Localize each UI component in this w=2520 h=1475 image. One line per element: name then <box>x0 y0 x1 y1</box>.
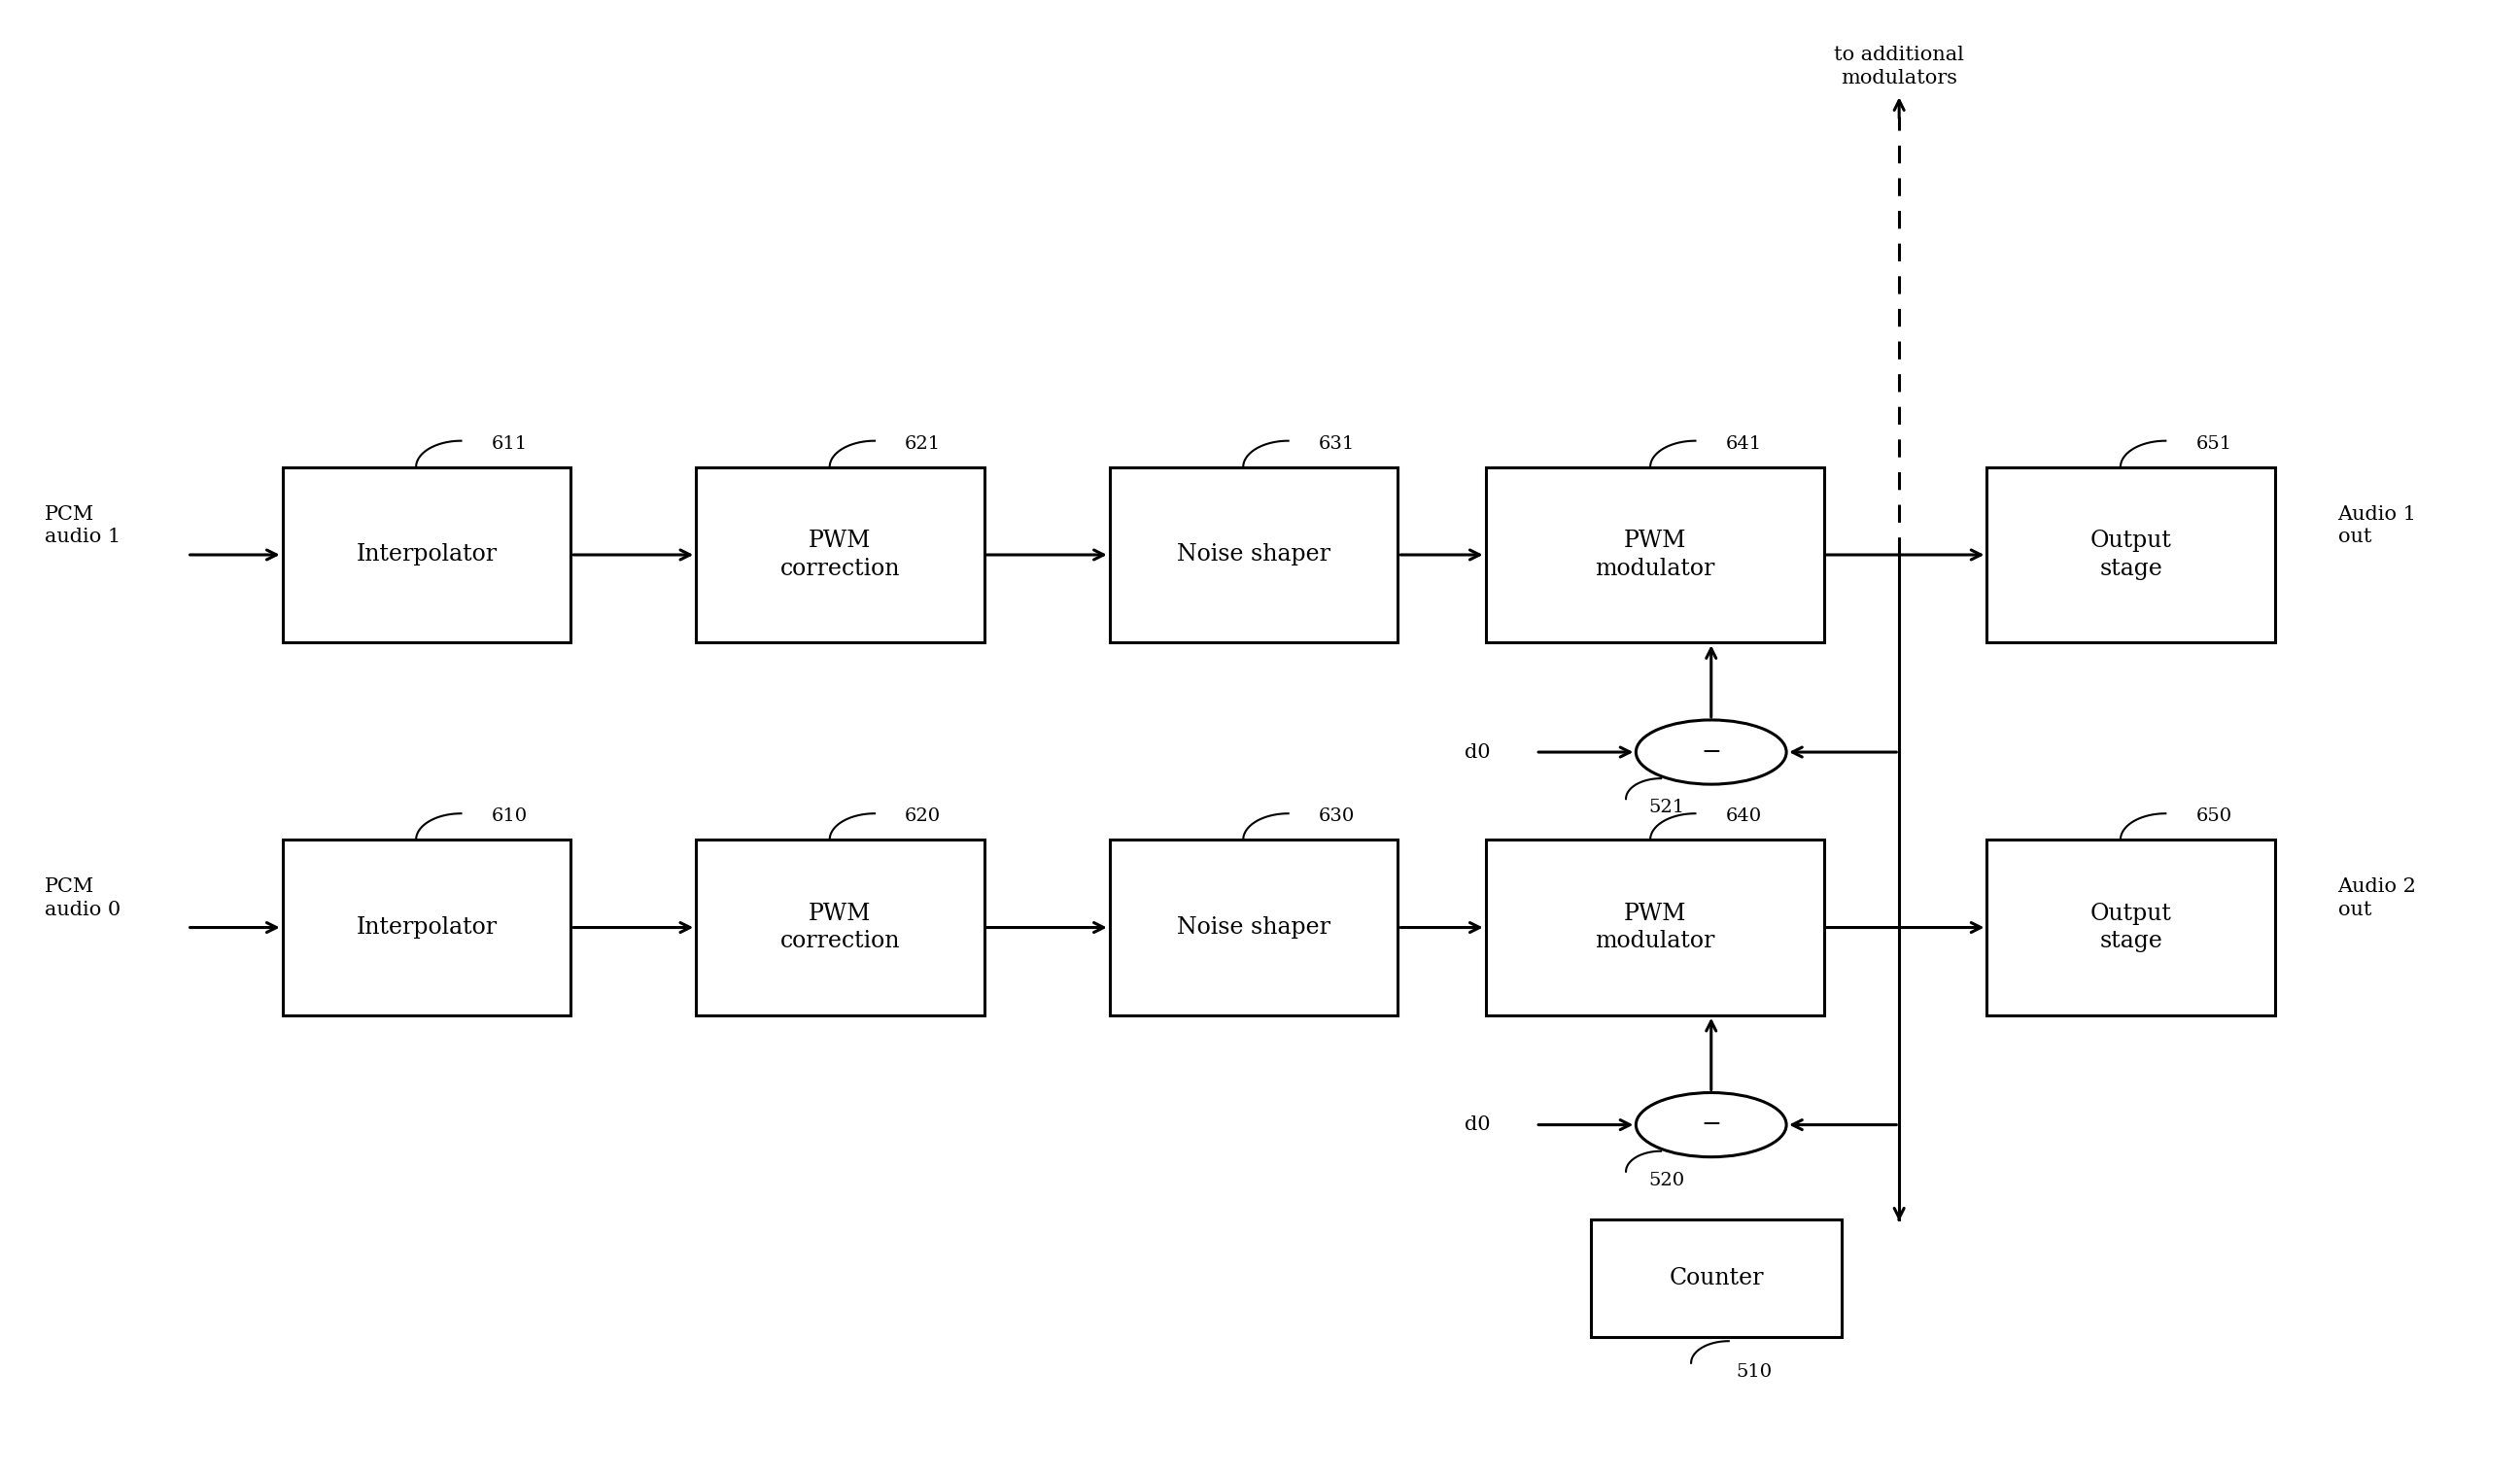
Text: 620: 620 <box>905 808 940 825</box>
Text: d0: d0 <box>1464 1115 1492 1134</box>
Text: to additional
modulators: to additional modulators <box>1835 46 1963 87</box>
Text: Noise shaper: Noise shaper <box>1177 544 1331 566</box>
Text: 520: 520 <box>1648 1171 1683 1189</box>
Text: 611: 611 <box>491 435 527 453</box>
Text: PCM
audio 1: PCM audio 1 <box>45 504 121 546</box>
Bar <box>1109 839 1399 1015</box>
Bar <box>1487 839 1824 1015</box>
Bar <box>1986 468 2276 643</box>
Text: PWM
modulator: PWM modulator <box>1595 903 1714 953</box>
Text: 510: 510 <box>1736 1363 1772 1381</box>
Text: −: − <box>1701 740 1721 763</box>
Text: PWM
correction: PWM correction <box>781 903 900 953</box>
Text: 650: 650 <box>2195 808 2233 825</box>
Text: 640: 640 <box>1726 808 1761 825</box>
Text: 651: 651 <box>2195 435 2233 453</box>
Bar <box>1487 468 1824 643</box>
Text: Noise shaper: Noise shaper <box>1177 916 1331 938</box>
Text: Interpolator: Interpolator <box>355 544 496 566</box>
Text: Interpolator: Interpolator <box>355 916 496 938</box>
Bar <box>282 839 570 1015</box>
Text: Counter: Counter <box>1668 1267 1764 1289</box>
Text: 610: 610 <box>491 808 527 825</box>
Bar <box>696 468 985 643</box>
Text: −: − <box>1701 1114 1721 1136</box>
Text: 631: 631 <box>1318 435 1356 453</box>
Text: d0: d0 <box>1464 743 1492 761</box>
Text: PCM
audio 0: PCM audio 0 <box>45 878 121 919</box>
Ellipse shape <box>1635 720 1787 785</box>
Text: PWM
modulator: PWM modulator <box>1595 530 1714 580</box>
Ellipse shape <box>1635 1093 1787 1156</box>
Bar <box>282 468 570 643</box>
Bar <box>1109 468 1399 643</box>
Text: Audio 1
out: Audio 1 out <box>2339 504 2417 546</box>
Text: 621: 621 <box>905 435 940 453</box>
Bar <box>1590 1220 1842 1336</box>
Text: Output
stage: Output stage <box>2089 903 2172 953</box>
Bar <box>696 839 985 1015</box>
Text: Audio 2
out: Audio 2 out <box>2339 878 2417 919</box>
Bar <box>1986 839 2276 1015</box>
Text: Output
stage: Output stage <box>2089 530 2172 580</box>
Text: 630: 630 <box>1318 808 1356 825</box>
Text: 641: 641 <box>1726 435 1761 453</box>
Text: PWM
correction: PWM correction <box>781 530 900 580</box>
Text: 521: 521 <box>1648 799 1683 816</box>
